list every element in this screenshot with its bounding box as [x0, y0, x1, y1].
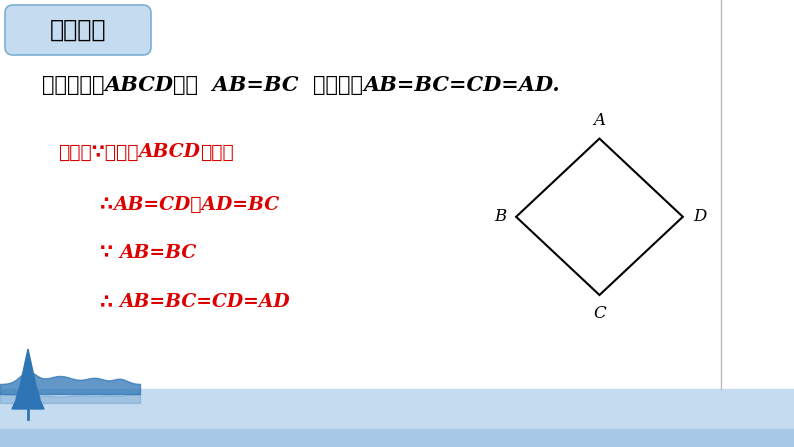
Polygon shape	[20, 349, 36, 386]
Text: ∵: ∵	[100, 244, 120, 262]
Bar	[0, 429, 794, 447]
FancyBboxPatch shape	[5, 5, 151, 55]
Text: ∴: ∴	[100, 195, 113, 215]
Text: AB=BC: AB=BC	[120, 244, 197, 262]
Text: B: B	[494, 208, 506, 225]
Polygon shape	[16, 361, 40, 399]
Text: ，求证：: ，求证：	[314, 75, 364, 95]
Text: AB=BC: AB=BC	[198, 75, 314, 95]
Text: AB=CD，AD=BC: AB=CD，AD=BC	[113, 196, 279, 214]
Text: C: C	[593, 305, 606, 322]
Text: 证明：∵四边形: 证明：∵四边形	[58, 143, 138, 161]
Text: ABCD: ABCD	[105, 75, 174, 95]
Text: 是菱形: 是菱形	[200, 143, 234, 161]
Text: ∴: ∴	[100, 292, 120, 312]
Text: AB=BC=CD=AD.: AB=BC=CD=AD.	[364, 75, 560, 95]
Text: 新知探究: 新知探究	[50, 18, 106, 42]
Bar	[0, 389, 794, 447]
Text: 中，: 中，	[174, 75, 198, 95]
Text: 如图，菱形: 如图，菱形	[42, 75, 105, 95]
Text: AB=BC=CD=AD: AB=BC=CD=AD	[120, 293, 290, 311]
Text: D: D	[693, 208, 706, 225]
Text: A: A	[593, 112, 606, 129]
Text: ABCD: ABCD	[138, 143, 200, 161]
Polygon shape	[12, 374, 44, 409]
